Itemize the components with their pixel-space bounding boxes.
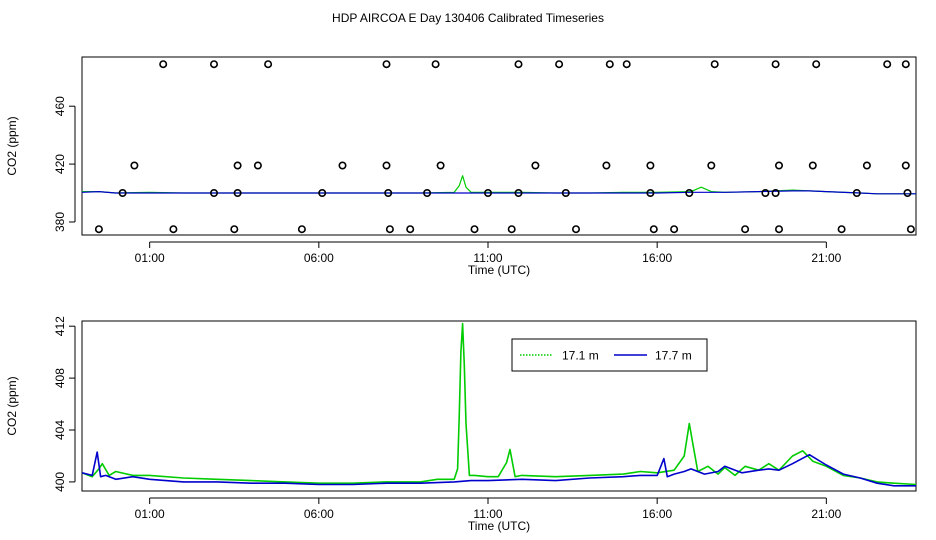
reference-point bbox=[338, 161, 347, 170]
reference-point bbox=[649, 225, 658, 234]
bottom-x-tick-label: 01:00 bbox=[135, 507, 165, 521]
reference-point bbox=[812, 60, 821, 69]
reference-point bbox=[605, 60, 614, 69]
reference-point bbox=[774, 225, 783, 234]
reference-point bbox=[130, 161, 139, 170]
reference-point bbox=[622, 60, 631, 69]
reference-point bbox=[159, 60, 168, 69]
reference-point bbox=[571, 225, 580, 234]
reference-point bbox=[685, 189, 694, 198]
reference-point bbox=[555, 60, 564, 69]
reference-point bbox=[382, 60, 391, 69]
reference-point bbox=[602, 161, 611, 170]
reference-point bbox=[94, 225, 103, 234]
reference-point bbox=[483, 189, 492, 198]
top-y-tick-label: 420 bbox=[53, 154, 67, 174]
reference-point bbox=[761, 189, 770, 198]
reference-point bbox=[646, 189, 655, 198]
bottom-x-tick-label: 06:00 bbox=[304, 507, 334, 521]
reference-point bbox=[670, 225, 679, 234]
reference-point bbox=[118, 189, 127, 198]
top-panel: 01:00 06:00 11:00 16:00 21:00 380 420 460 Time… bbox=[5, 56, 917, 277]
bottom-series-lines bbox=[81, 322, 917, 487]
top-plot-frame bbox=[81, 56, 917, 236]
reference-point bbox=[883, 60, 892, 69]
reference-point bbox=[514, 60, 523, 69]
reference-point bbox=[808, 161, 817, 170]
reference-point bbox=[406, 225, 415, 234]
top-x-tick-label: 11:00 bbox=[473, 251, 502, 265]
reference-point bbox=[385, 225, 394, 234]
bottom-y-tick-label: 412 bbox=[53, 316, 67, 336]
reference-point bbox=[862, 161, 871, 170]
legend-label-17-1-m: 17.1 m bbox=[562, 349, 599, 363]
reference-point bbox=[507, 225, 516, 234]
reference-point bbox=[318, 189, 327, 198]
top-x-tick-label: 16:00 bbox=[642, 251, 672, 265]
top-x-axis-label: Time (UTC) bbox=[468, 263, 530, 277]
reference-point bbox=[774, 161, 783, 170]
reference-point bbox=[230, 225, 239, 234]
bottom-x-axis-label: Time (UTC) bbox=[468, 519, 530, 533]
reference-point bbox=[431, 60, 440, 69]
reference-point bbox=[470, 225, 479, 234]
top-y-axis-label: CO2 (ppm) bbox=[5, 116, 19, 175]
reference-point bbox=[901, 60, 910, 69]
bottom-x-tick-label: 16:00 bbox=[642, 507, 672, 521]
reference-point bbox=[646, 161, 655, 170]
bottom-y-axis-label: CO2 (ppm) bbox=[5, 376, 19, 435]
bottom-y-axis: 400 404 408 412 bbox=[53, 316, 76, 492]
legend-label-17-7-m: 17.7 m bbox=[655, 349, 692, 363]
reference-point bbox=[169, 225, 178, 234]
top-y-axis: 380 420 460 bbox=[53, 96, 76, 232]
bottom-y-tick-label: 404 bbox=[53, 420, 67, 440]
reference-point bbox=[297, 225, 306, 234]
bottom-series-line-17-1-m bbox=[81, 322, 917, 486]
chart-title: HDP AIRCOA E Day 130406 Calibrated Times… bbox=[332, 11, 604, 25]
reference-point bbox=[837, 225, 846, 234]
bottom-plot-frame bbox=[81, 320, 917, 492]
reference-point bbox=[771, 60, 780, 69]
reference-point bbox=[253, 161, 262, 170]
reference-point bbox=[561, 189, 570, 198]
bottom-panel: 01:00 06:00 11:00 16:00 21:00 400 404 408 412 T… bbox=[5, 316, 917, 533]
bottom-x-tick-label: 11:00 bbox=[473, 507, 502, 521]
top-x-axis: 01:00 06:00 11:00 16:00 21:00 bbox=[135, 241, 842, 265]
reference-point bbox=[514, 189, 523, 198]
reference-point bbox=[901, 161, 910, 170]
reference-point bbox=[906, 225, 915, 234]
top-series-line-17-7-m bbox=[81, 190, 916, 195]
reference-point bbox=[384, 189, 393, 198]
reference-point bbox=[423, 189, 432, 198]
reference-point bbox=[852, 189, 861, 198]
reference-point bbox=[233, 189, 242, 198]
reference-point bbox=[382, 161, 391, 170]
legend: 17.1 m 17.7 m bbox=[511, 338, 708, 372]
reference-point bbox=[233, 161, 242, 170]
bottom-y-tick-label: 408 bbox=[53, 368, 67, 388]
top-x-tick-label: 01:00 bbox=[135, 251, 165, 265]
reference-point bbox=[903, 189, 912, 198]
reference-point bbox=[707, 161, 716, 170]
bottom-y-tick-label: 400 bbox=[53, 472, 67, 492]
reference-point bbox=[210, 189, 219, 198]
bottom-x-axis: 01:00 06:00 11:00 16:00 21:00 bbox=[135, 497, 842, 521]
reference-point bbox=[531, 161, 540, 170]
bottom-series-line-17-7-m bbox=[81, 451, 916, 487]
top-series-lines bbox=[81, 175, 916, 195]
top-y-tick-label: 460 bbox=[53, 96, 67, 116]
top-y-tick-label: 380 bbox=[53, 212, 67, 232]
reference-point bbox=[771, 189, 780, 198]
top-x-tick-label: 06:00 bbox=[304, 251, 334, 265]
top-reference-points bbox=[94, 60, 915, 234]
reference-point bbox=[436, 161, 445, 170]
reference-point bbox=[741, 225, 750, 234]
bottom-x-tick-label: 21:00 bbox=[811, 507, 841, 521]
reference-point bbox=[210, 60, 219, 69]
top-x-tick-label: 21:00 bbox=[811, 251, 841, 265]
reference-point bbox=[710, 60, 719, 69]
reference-point bbox=[264, 60, 273, 69]
